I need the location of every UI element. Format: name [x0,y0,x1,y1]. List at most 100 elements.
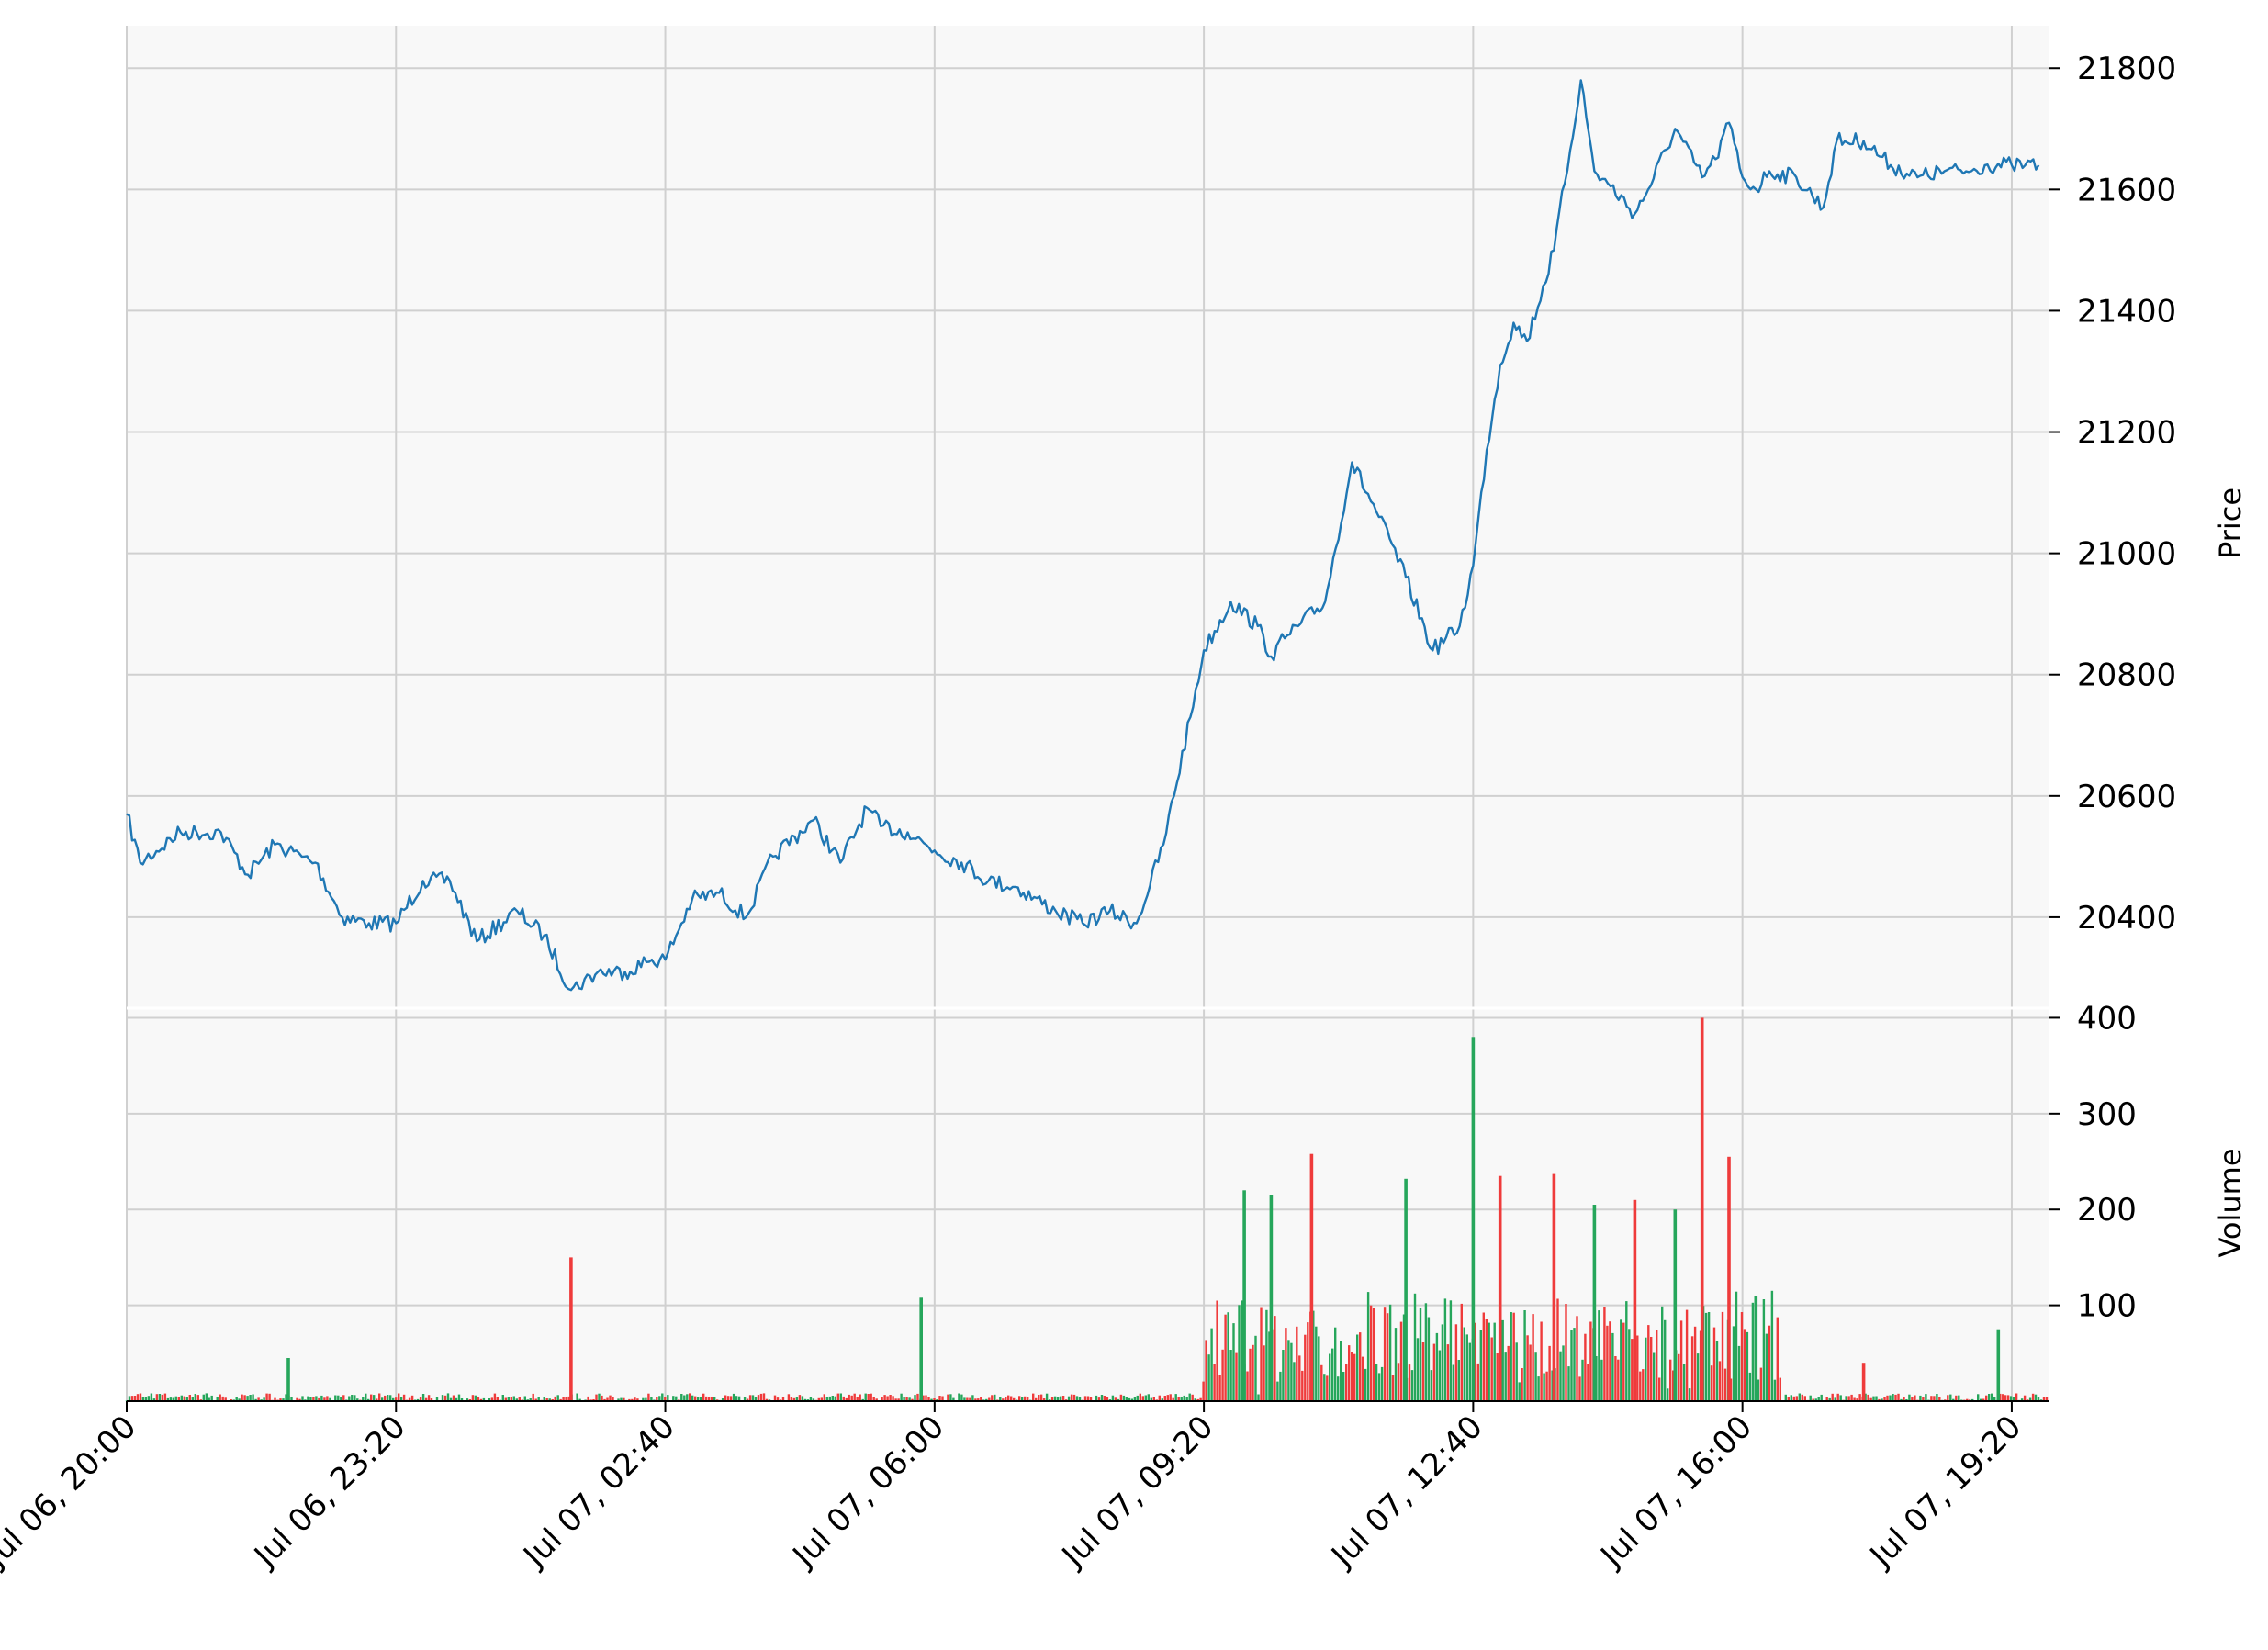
volume-bar [859,1394,861,1401]
volume-bar [1847,1396,1850,1401]
volume-bar [1348,1345,1351,1401]
volume-bar [188,1395,191,1401]
volume-bar [1254,1335,1257,1401]
volume-bar [301,1396,304,1401]
volume-bar [1776,1317,1779,1401]
volume-bar [398,1393,400,1401]
volume-bar [1704,1312,1708,1401]
volume-bar [991,1395,994,1401]
volume-bar [1707,1312,1711,1401]
volume-bar [1721,1311,1724,1401]
volume-bar [1669,1359,1672,1401]
volume-bar [834,1396,836,1401]
volume-bar [133,1396,137,1401]
volume-bar [1817,1397,1820,1401]
volume-bar [925,1395,927,1401]
volume-bar [1543,1373,1545,1401]
volume-bar [980,1397,982,1401]
volume-bar [691,1395,694,1401]
volume-bar [1013,1397,1016,1401]
volume-bar [501,1395,504,1401]
volume-bar [1581,1359,1584,1401]
volume-bar [1947,1395,1949,1401]
volume-bar [1562,1345,1565,1401]
volume-bar [1512,1312,1515,1401]
volume-bar [798,1395,802,1401]
volume-bar [1820,1394,1823,1401]
volume-bar [537,1397,540,1401]
volume-bar [1770,1290,1774,1401]
volume-bar [1759,1367,1763,1401]
volume-bar [1366,1292,1370,1401]
volume-bar [1394,1328,1398,1401]
volume-bar [1024,1396,1027,1401]
volume-bar [1005,1397,1007,1401]
volume-bar [1647,1325,1650,1401]
volume-bar [1210,1328,1213,1401]
volume-bar [702,1393,705,1401]
volume-bar [864,1393,867,1401]
x-tick-label: Jul 07, 19:20 [1862,1409,2029,1576]
volume-bar [1748,1372,1752,1401]
volume-bar [1867,1394,1869,1401]
volume-bar [562,1397,565,1401]
volume-bar [1463,1327,1465,1401]
volume-bar [1858,1394,1861,1401]
volume-bar [1408,1364,1411,1401]
volume-bar [254,1398,257,1401]
volume-spike-bar [1673,1209,1678,1401]
volume-bar [1919,1395,1922,1401]
volume-bar [1773,1379,1777,1401]
volume-bar [598,1393,601,1401]
volume-bar [1035,1397,1038,1401]
volume-bar [1249,1348,1252,1401]
volume-spike-bar [1498,1175,1502,1401]
volume-bar [1886,1395,1889,1401]
volume-bar [930,1398,933,1401]
volume-bar [1388,1304,1392,1401]
volume-bar [1119,1394,1123,1401]
volume-bar [257,1397,260,1401]
volume-bar [1438,1350,1442,1401]
volume-bar [365,1393,367,1401]
volume-bar [1454,1324,1458,1401]
volume-bar [1380,1366,1384,1401]
volume-bar [1260,1307,1263,1401]
volume-bar [548,1398,551,1401]
volume-bar [1869,1397,1872,1401]
volume-bar [1955,1395,1958,1401]
volume-bar [1078,1397,1082,1401]
volume-bar [700,1397,702,1401]
volume-bar [1490,1337,1493,1401]
volume-bar [1345,1364,1348,1401]
volume-bar [554,1396,556,1401]
volume-bar [274,1397,276,1401]
volume-bar [1792,1396,1795,1401]
volume-bar [1205,1340,1207,1401]
volume-bar [373,1395,376,1401]
volume-bar [848,1394,850,1401]
volume-bar [1784,1394,1787,1401]
volume-bar [1216,1300,1218,1401]
volume-bar [603,1398,606,1401]
volume-bar [905,1397,908,1401]
volume-bar [1988,1394,1991,1401]
volume-bar [631,1398,634,1401]
volume-bar [1765,1333,1768,1401]
volume-bar [1545,1371,1548,1401]
volume-bar [1570,1330,1573,1401]
volume-bar [721,1398,724,1401]
volume-bar [886,1396,889,1401]
volume-bar [1798,1393,1801,1401]
volume-bar [419,1397,422,1401]
volume-bar [963,1397,966,1401]
volume-bar [1274,1316,1276,1401]
volume-bar [1482,1312,1485,1401]
volume-bar [1801,1394,1803,1401]
volume-bar [169,1397,173,1401]
volume-bar [376,1398,378,1401]
volume-bar [1452,1364,1455,1401]
volume-bar [1235,1352,1238,1401]
volume-bar [263,1397,265,1401]
volume-bar [1936,1394,1938,1401]
